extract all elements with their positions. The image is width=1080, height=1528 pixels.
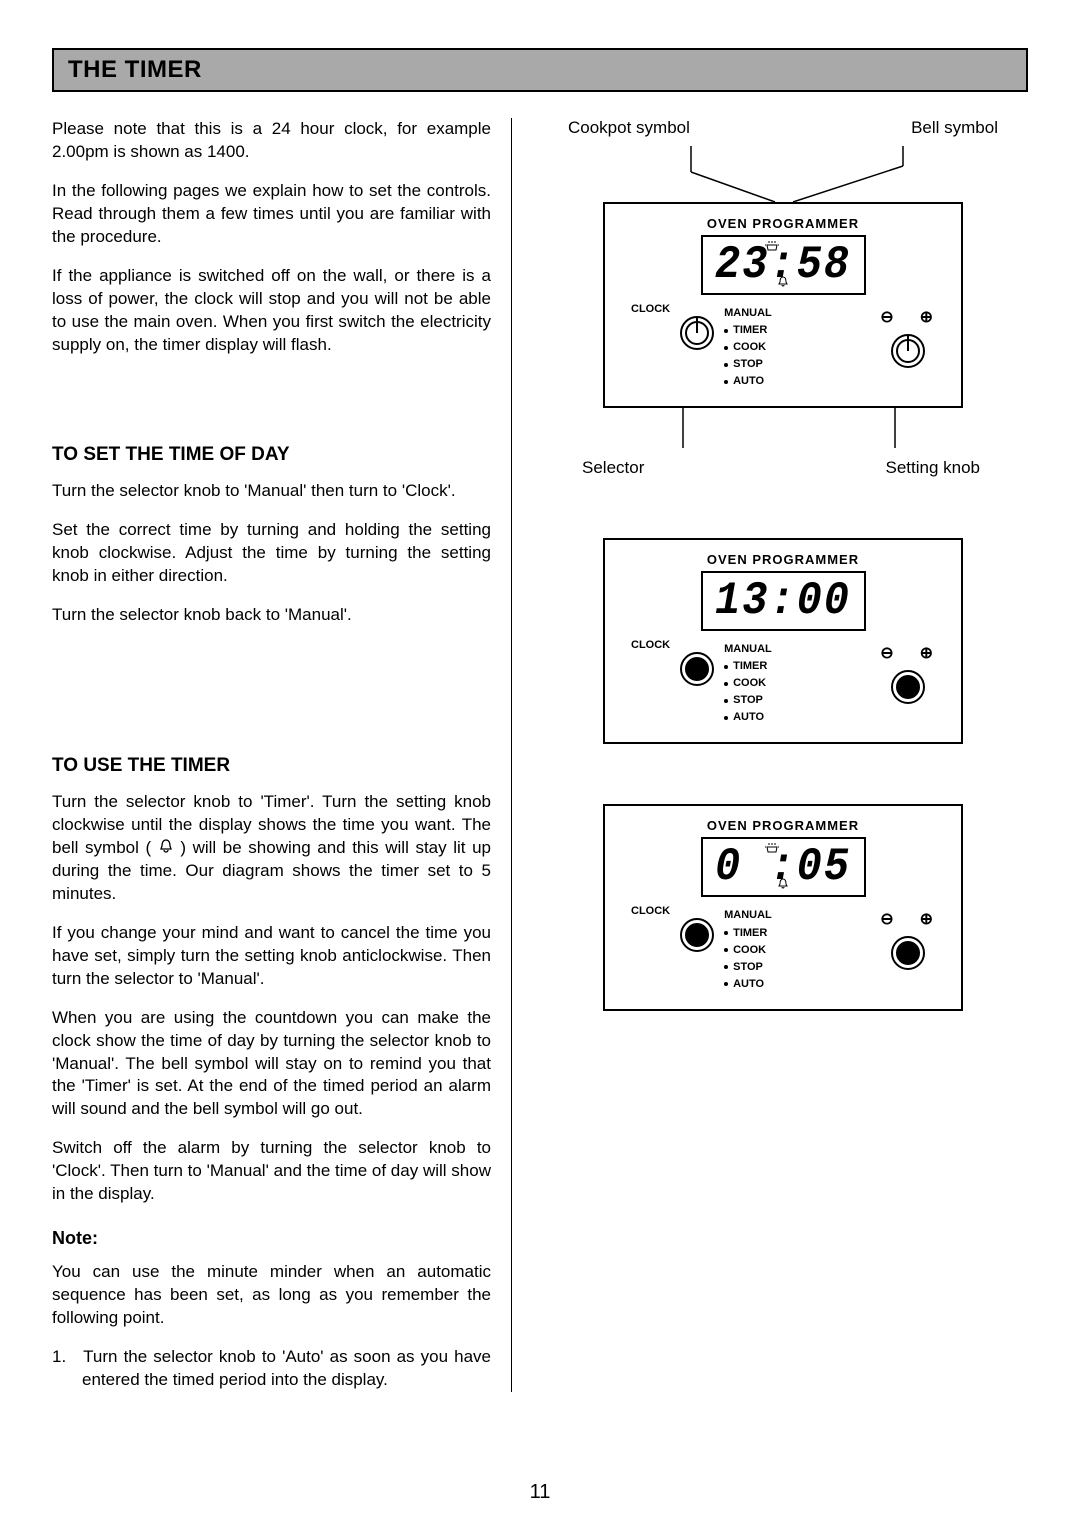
menu-auto: AUTO (733, 373, 764, 390)
left-column: Please note that this is a 24 hour clock… (52, 118, 512, 1392)
menu-timer: TIMER (733, 322, 767, 339)
menu-timer: TIMER (733, 658, 767, 675)
minus-icon: ⊖ (880, 643, 895, 663)
intro-p2: In the following pages we explain how to… (52, 180, 491, 249)
menu-cook: COOK (733, 942, 766, 959)
setting-knob (880, 665, 935, 707)
selector-knob (676, 645, 718, 687)
plus-icon: ⊕ (920, 909, 935, 929)
clock-label: CLOCK (631, 639, 670, 651)
note-label: Note: (52, 1228, 491, 1249)
menu-stop: STOP (733, 959, 763, 976)
label-bell: Bell symbol (911, 118, 998, 138)
selector-knob (676, 309, 718, 351)
menu-stop: STOP (733, 356, 763, 373)
setting-knob (880, 931, 935, 973)
label-setting-knob: Setting knob (885, 458, 980, 478)
intro-p1: Please note that this is a 24 hour clock… (52, 118, 491, 164)
clock-label: CLOCK (631, 303, 670, 315)
programmer-box-2: OVEN PROGRAMMER 13:00 CLOCK (603, 538, 963, 744)
use-timer-p1: Turn the selector knob to 'Timer'. Turn … (52, 791, 491, 906)
set-time-p3: Turn the selector knob back to 'Manual'. (52, 604, 491, 627)
page-number: 11 (0, 1481, 1080, 1504)
subhead-use-timer: TO USE THE TIMER (52, 755, 491, 777)
menu-manual: MANUAL (724, 641, 772, 658)
menu-timer: TIMER (733, 925, 767, 942)
menu-stop: STOP (733, 692, 763, 709)
minus-icon: ⊖ (880, 909, 895, 929)
plus-icon: ⊕ (920, 643, 935, 663)
programmer-box-3: OVEN PROGRAMMER 0 :05 CLOCK (603, 804, 963, 1010)
menu-auto: AUTO (733, 709, 764, 726)
right-column: Cookpot symbol Bell symbol OVEN PROGRAMM… (532, 118, 1028, 1392)
lcd-display-2: 13:00 (701, 571, 866, 631)
menu-manual: MANUAL (724, 305, 772, 322)
menu-cook: COOK (733, 675, 766, 692)
lcd-display-1: 23:58 (701, 235, 866, 295)
section-header: THE TIMER (52, 48, 1028, 92)
diagram-1: Cookpot symbol Bell symbol OVEN PROGRAMM… (538, 118, 1028, 478)
programmer-title: OVEN PROGRAMMER (617, 216, 949, 231)
programmer-title: OVEN PROGRAMMER (617, 818, 949, 833)
set-time-p1: Turn the selector knob to 'Manual' then … (52, 480, 491, 503)
use-timer-p4: Switch off the alarm by turning the sele… (52, 1137, 491, 1206)
plus-icon: ⊕ (920, 307, 935, 327)
lcd-display-3: 0 :05 (701, 837, 866, 897)
bell-icon (158, 837, 174, 860)
use-timer-p2: If you change your mind and want to canc… (52, 922, 491, 991)
selector-menu: MANUAL TIMER COOK STOP AUTO (724, 907, 772, 992)
menu-cook: COOK (733, 339, 766, 356)
programmer-title: OVEN PROGRAMMER (617, 552, 949, 567)
subhead-set-time: TO SET THE TIME OF DAY (52, 444, 491, 466)
selector-menu: MANUAL TIMER COOK STOP AUTO (724, 305, 772, 390)
diagram-3: OVEN PROGRAMMER 0 :05 CLOCK (538, 804, 1028, 1010)
selector-menu: MANUAL TIMER COOK STOP AUTO (724, 641, 772, 726)
menu-auto: AUTO (733, 976, 764, 993)
selector-knob (676, 911, 718, 953)
intro-p3: If the appliance is switched off on the … (52, 265, 491, 357)
note-p: You can use the minute minder when an au… (52, 1261, 491, 1330)
use-timer-p3: When you are using the countdown you can… (52, 1007, 491, 1122)
label-selector: Selector (582, 458, 644, 478)
diagram-2: OVEN PROGRAMMER 13:00 CLOCK (538, 538, 1028, 744)
label-cookpot: Cookpot symbol (568, 118, 690, 138)
programmer-box-1: OVEN PROGRAMMER 23:58 CLOCK (603, 202, 963, 408)
lcd-value-2: 13:00 (715, 575, 851, 628)
menu-manual: MANUAL (724, 907, 772, 924)
set-time-p2: Set the correct time by turning and hold… (52, 519, 491, 588)
setting-knob (880, 329, 935, 371)
clock-label: CLOCK (631, 905, 670, 917)
minus-icon: ⊖ (880, 307, 895, 327)
bell-icon (777, 878, 789, 894)
bell-icon (777, 276, 789, 292)
note-item-1: 1. Turn the selector knob to 'Auto' as s… (52, 1346, 491, 1392)
